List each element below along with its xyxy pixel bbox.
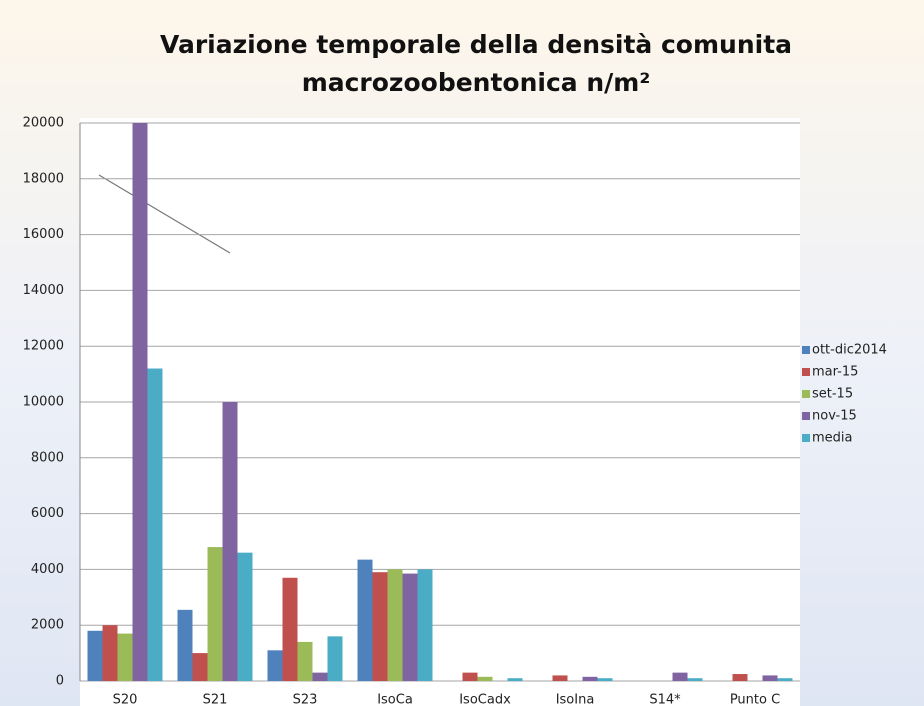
bar xyxy=(222,402,238,681)
y-tick-label: 0 xyxy=(56,674,64,689)
x-tick-label: S23 xyxy=(293,693,318,706)
legend-swatch xyxy=(802,368,810,376)
y-tick-label: 6000 xyxy=(31,506,64,521)
y-tick-label: 18000 xyxy=(23,171,64,186)
x-tick-label: S20 xyxy=(113,693,138,706)
bar xyxy=(672,672,688,681)
y-tick-label: 14000 xyxy=(23,283,64,298)
bar xyxy=(207,547,223,681)
bar xyxy=(402,573,418,681)
y-tick-label: 20000 xyxy=(23,116,64,131)
legend-swatch xyxy=(802,346,810,354)
y-tick-label: 10000 xyxy=(23,395,64,410)
bar xyxy=(147,368,163,681)
bar xyxy=(102,625,118,681)
chart-title: macrozoobentonica n/m² xyxy=(302,68,651,97)
bar xyxy=(687,678,703,681)
legend-label: ott-dic2014 xyxy=(812,343,887,358)
bar xyxy=(282,577,298,681)
chart-title: Variazione temporale della densità comun… xyxy=(160,30,792,59)
bar xyxy=(192,653,208,681)
legend-label: set-15 xyxy=(812,387,853,402)
legend-label: mar-15 xyxy=(812,365,858,380)
plot-area xyxy=(80,118,800,706)
bar xyxy=(582,676,598,681)
bar xyxy=(327,636,343,681)
legend-swatch xyxy=(802,390,810,398)
bar xyxy=(732,674,748,681)
x-tick-label: IsoCa xyxy=(377,693,413,706)
y-tick-label: 8000 xyxy=(31,450,64,465)
annotation-line xyxy=(98,174,231,254)
bar xyxy=(477,676,493,681)
legend-swatch xyxy=(802,412,810,420)
x-tick-label: S14* xyxy=(649,693,681,706)
bar xyxy=(462,672,478,681)
bar xyxy=(597,678,613,681)
legend-swatch xyxy=(802,434,810,442)
bar xyxy=(417,569,433,681)
bar xyxy=(552,675,568,681)
y-tick-label: 2000 xyxy=(31,618,64,633)
bar xyxy=(507,678,523,681)
bar xyxy=(267,650,283,681)
bar xyxy=(177,609,193,681)
bar xyxy=(117,633,133,681)
bar xyxy=(387,569,403,681)
y-tick-label: 4000 xyxy=(31,562,64,577)
x-tick-label: S21 xyxy=(203,693,228,706)
bar xyxy=(777,678,793,681)
bar xyxy=(312,672,328,681)
bar xyxy=(297,641,313,681)
legend-label: nov-15 xyxy=(812,409,857,424)
bar xyxy=(762,675,778,681)
bar xyxy=(372,572,388,681)
bar xyxy=(87,630,103,681)
bar xyxy=(357,559,373,681)
y-tick-label: 12000 xyxy=(23,339,64,354)
y-tick-label: 16000 xyxy=(23,227,64,242)
x-tick-label: IsoCadx xyxy=(459,693,511,706)
x-tick-label: Punto C xyxy=(730,693,780,706)
bar xyxy=(237,552,253,681)
bar xyxy=(132,123,148,681)
legend-label: media xyxy=(812,431,853,446)
x-tick-label: IsoIna xyxy=(556,693,595,706)
